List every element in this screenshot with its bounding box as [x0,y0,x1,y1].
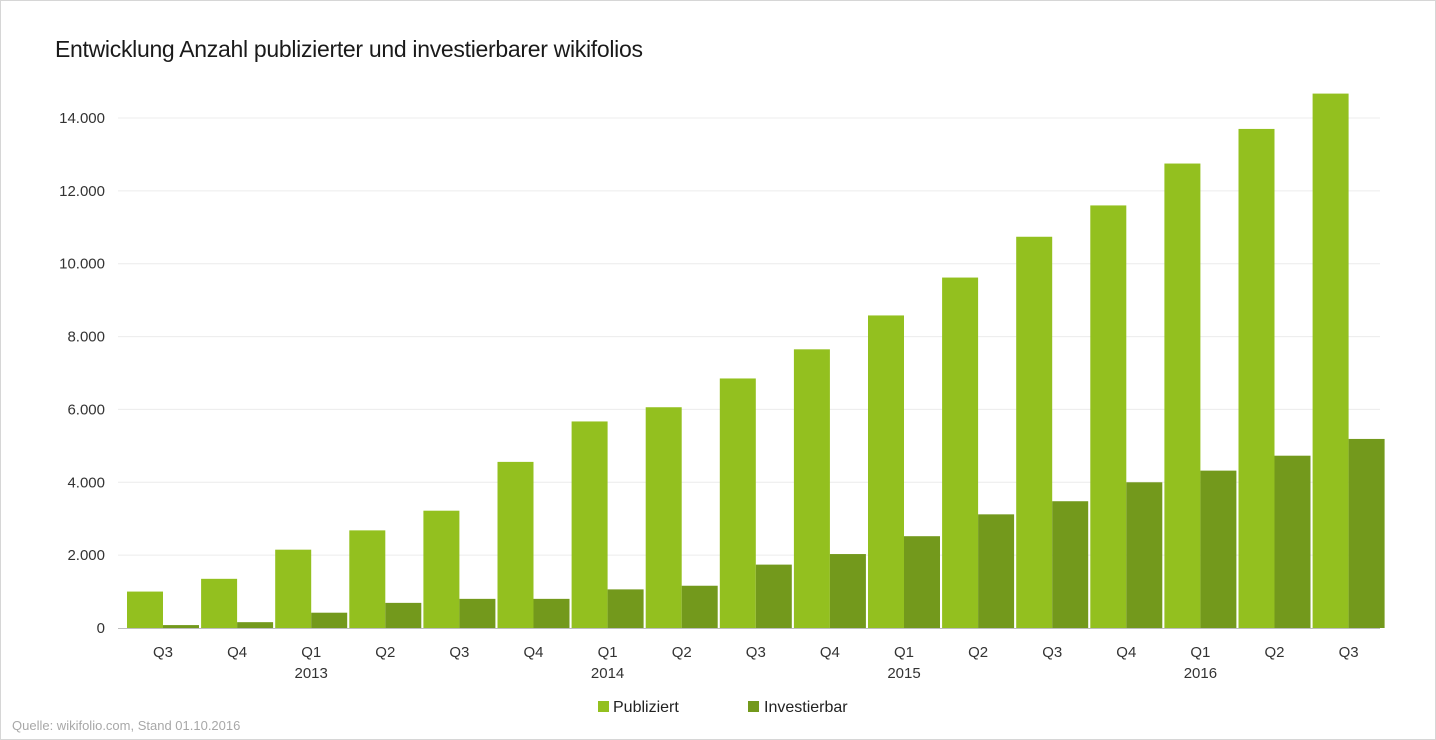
x-tick-label: Q3 [1339,644,1359,661]
bar-publiziert [127,591,163,628]
y-tick-label: 2.000 [67,547,105,564]
x-tick-label: Q3 [1042,644,1062,661]
bar-publiziert [793,349,830,628]
year-label: 2014 [591,665,624,682]
bar-investierbar [385,602,422,628]
x-tick-label: Q2 [968,644,988,661]
bar-publiziert [1238,128,1275,628]
bar-publiziert [1090,205,1127,628]
year-label: 2015 [887,665,920,682]
bar-publiziert [349,530,386,628]
year-label: 2016 [1184,665,1217,682]
bar-investierbar [829,554,866,628]
bar-publiziert [868,315,904,628]
x-tick-label: Q1 [301,644,321,661]
x-tick-label: Q4 [1116,644,1136,661]
bar-investierbar [904,536,940,628]
x-tick-label: Q1 [598,644,618,661]
bar-investierbar [1274,455,1311,628]
bar-investierbar [533,598,570,628]
legend-swatch-publiziert [598,701,609,712]
x-tick-label: Q4 [820,644,840,661]
y-tick-label: 4.000 [67,474,105,491]
legend-label-publiziert: Publiziert [613,699,679,716]
bar-publiziert [201,578,238,628]
y-tick-label: 6.000 [67,401,105,418]
chart-title: Entwicklung Anzahl publizierter und inve… [55,36,643,62]
x-tick-label: Q2 [375,644,395,661]
y-tick-label: 0 [97,620,105,637]
bar-publiziert [942,277,979,628]
x-tick-label: Q1 [1190,644,1210,661]
bar-investierbar [163,625,199,628]
bar-publiziert [1164,163,1201,629]
source-note: Quelle: wikifolio.com, Stand 01.10.2016 [12,718,241,733]
y-tick-label: 12.000 [59,183,105,200]
bar-investierbar [607,589,644,628]
legend-label-investierbar: Investierbar [764,699,848,716]
bar-investierbar [459,598,496,628]
bar-publiziert [1016,236,1053,628]
bar-investierbar [311,612,348,628]
x-tick-label: Q3 [746,644,766,661]
bar-investierbar [755,564,792,628]
legend-swatch-investierbar [748,701,759,712]
year-label: 2013 [295,665,328,682]
x-tick-label: Q3 [153,644,173,661]
bar-investierbar [1126,482,1163,628]
bar-publiziert [1312,93,1349,629]
bar-investierbar [1200,470,1237,628]
y-tick-label: 14.000 [59,110,105,127]
x-tick-label: Q3 [449,644,469,661]
y-tick-label: 8.000 [67,329,105,346]
x-tick-label: Q4 [523,644,543,661]
y-tick-label: 10.000 [59,256,105,273]
bar-investierbar [1348,438,1385,628]
bar-publiziert [497,461,534,628]
bar-publiziert [275,549,312,628]
bar-investierbar [1052,501,1089,628]
bar-publiziert [719,378,756,628]
bar-investierbar [978,514,1015,628]
x-tick-label: Q2 [672,644,692,661]
x-tick-label: Q2 [1264,644,1284,661]
bar-publiziert [571,421,608,628]
bar-publiziert [423,510,460,628]
bar-publiziert [645,407,682,628]
bar-investierbar [237,622,274,628]
x-tick-label: Q4 [227,644,247,661]
x-tick-label: Q1 [894,644,914,661]
bar-investierbar [681,585,718,628]
